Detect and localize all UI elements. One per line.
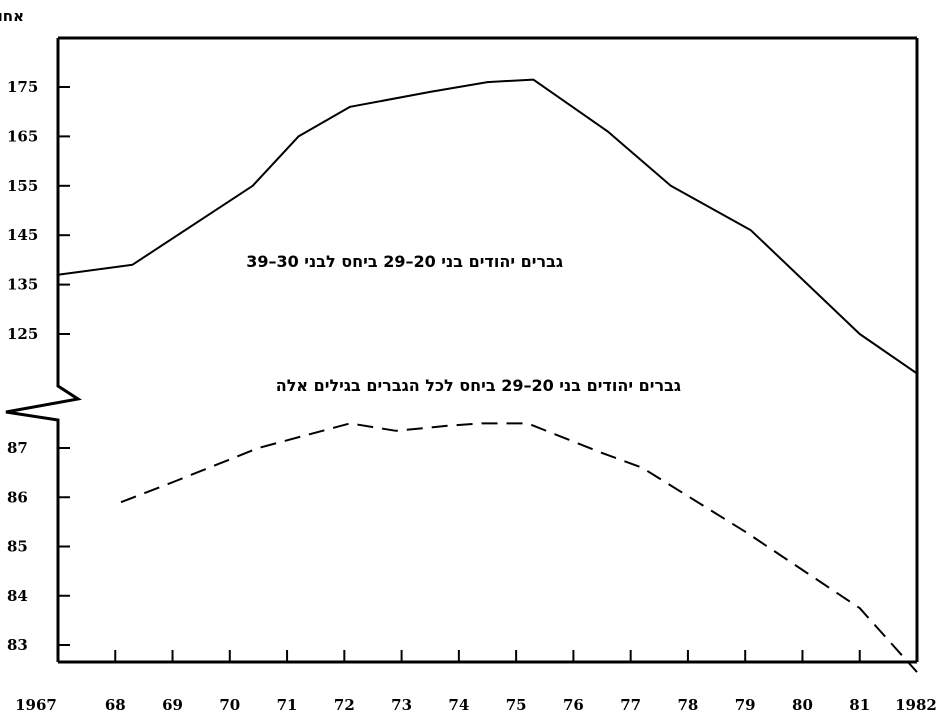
plot-frame: [5, 36, 919, 664]
series-label-upper: גברים יהודים בני 20–29 ביחס לבני 30–39: [246, 252, 563, 271]
x-tick-label: 79: [735, 696, 756, 714]
x-tick-label: 71: [277, 696, 298, 714]
y-tick-label: 86: [7, 488, 28, 506]
x-tick-label: 73: [391, 696, 412, 714]
x-tick-label: 72: [334, 696, 355, 714]
series-line-upper: [57, 78, 918, 375]
x-tick-label: 75: [506, 696, 527, 714]
x-tick-label: 1982: [895, 696, 937, 714]
y-tick-label: 145: [7, 226, 38, 244]
series-label-lower: גברים יהודים בני 20–29 ביחס לכל הגברים ב…: [276, 376, 681, 395]
series-line-lower: [120, 422, 918, 673]
y-tick-label: 85: [7, 538, 28, 556]
x-tick-label: 68: [105, 696, 126, 714]
y-tick-label: 83: [7, 636, 28, 654]
y-tick-label: 165: [7, 127, 38, 145]
x-tick-label: 81: [849, 696, 870, 714]
x-tick-label: 80: [792, 696, 813, 714]
x-tick-label: 70: [219, 696, 240, 714]
x-tick-label: 1967: [15, 696, 57, 714]
y-tick-label: 87: [7, 439, 28, 457]
x-tick-label: 69: [162, 696, 183, 714]
x-tick-label: 76: [563, 696, 584, 714]
y-tick-label: 84: [7, 587, 28, 605]
y-tick-label: 125: [7, 325, 38, 343]
y-tick-label: 175: [7, 78, 38, 96]
y-tick-label: 155: [7, 177, 38, 195]
x-axis: 1967 68 69 70 71 72 73 74 75 76 77 78 79 80 81 1982: [15, 650, 937, 714]
x-tick-label: 77: [620, 696, 641, 714]
y-axis-unit-label: אחוזים: [0, 7, 24, 25]
y-tick-label: 135: [7, 276, 38, 294]
y-axis-break: [5, 38, 82, 662]
series-lines: [57, 78, 918, 673]
x-tick-label: 78: [677, 696, 698, 714]
x-tick-label: 74: [448, 696, 469, 714]
y-axis: 175 165 155 145 135 125 87 86 85 84 83: [7, 78, 70, 654]
